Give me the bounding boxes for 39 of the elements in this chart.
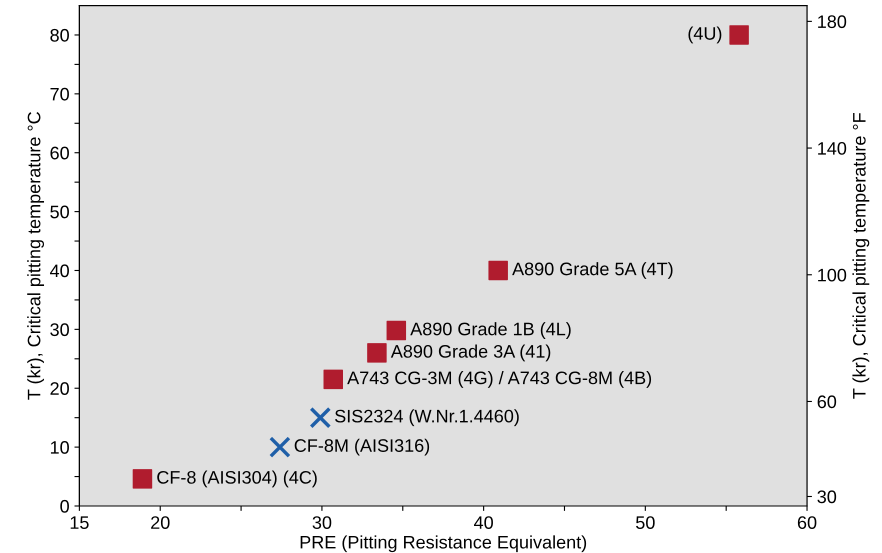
x-axis-title: PRE (Pitting Resistance Equivalent) — [300, 535, 586, 552]
x-tick-label: 20 — [151, 516, 170, 529]
point — [488, 260, 508, 280]
y2-tick-label: 60 — [818, 395, 836, 408]
y2-tick-label: 140 — [818, 142, 846, 155]
annotation: CF-8M (AISI316) — [294, 438, 430, 456]
annotation: A890 Grade 3A (41) — [390, 344, 550, 362]
annotation: A743 CG-3M (4G) / A743 CG-8M (4B) — [347, 370, 652, 388]
y-tick-label: 80 — [50, 28, 69, 42]
x-tick-label: 15 — [70, 516, 89, 529]
point — [269, 436, 291, 458]
annotation: SIS2324 (W.Nr.1.4460) — [335, 409, 519, 426]
point — [367, 343, 387, 363]
x-tick-label: 50 — [636, 516, 655, 529]
annotation: (4U) — [688, 26, 722, 44]
y-tick-label: 20 — [50, 382, 69, 395]
y2-tick-label: 30 — [817, 490, 836, 504]
y2-axis-title: T (kr), Critical pitting temperature °F — [852, 113, 870, 399]
x-tick-label: 40 — [474, 516, 493, 529]
y-tick-label: 40 — [50, 264, 69, 278]
y-tick-label: 60 — [50, 146, 69, 160]
y-tick-label: 0 — [60, 500, 69, 513]
y-tick-label: 30 — [50, 323, 69, 336]
annotation: A890 Grade 5A (4T) — [512, 262, 673, 279]
annotation: CF-8 (AISI304) (4C) — [157, 470, 317, 488]
point — [310, 406, 332, 428]
point — [324, 370, 343, 390]
y2-tick-label: 180 — [818, 15, 846, 28]
y-tick-label: 70 — [50, 88, 69, 101]
y-axis-title: T (kr), Critical pitting temperature °C — [27, 112, 44, 400]
point — [729, 25, 749, 45]
y2-tick-label: 100 — [818, 268, 846, 282]
point — [132, 469, 152, 489]
x-tick-label: 30 — [312, 516, 332, 529]
point — [386, 320, 406, 340]
x-tick-label: 60 — [798, 516, 816, 529]
y-tick-label: 10 — [50, 441, 69, 454]
y-tick-label: 50 — [50, 206, 69, 218]
annotation: A890 Grade 1B (4L) — [410, 322, 571, 339]
